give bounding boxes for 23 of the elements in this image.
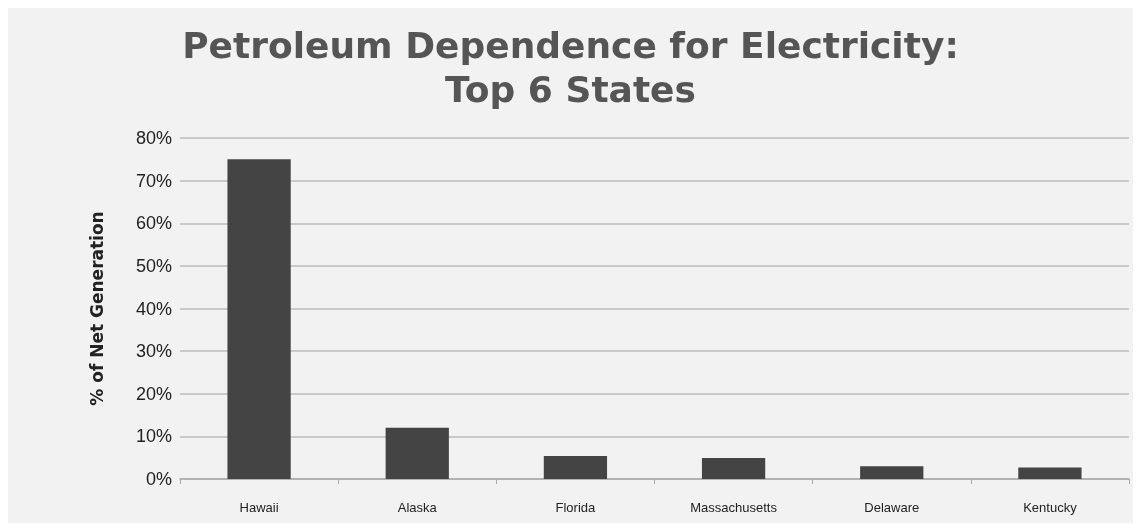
bar [1018, 467, 1082, 479]
y-tick-label: 30% [135, 341, 172, 362]
y-tick-label: 20% [135, 383, 172, 404]
chart-title: Petroleum Dependence for Electricity: Top 6 States [182, 24, 959, 110]
x-tick-label: Florida [555, 500, 597, 515]
y-tick-label: 60% [135, 213, 172, 234]
bar [860, 466, 924, 479]
x-tick-label: Alaska [397, 500, 438, 515]
x-tick-label: Kentucky [1023, 500, 1078, 515]
x-tick-label: Hawaii [239, 500, 279, 515]
y-axis-title: % of Net Generation [86, 211, 107, 406]
y-tick-label: 0% [145, 469, 172, 489]
x-tick-label: Massachusetts [690, 500, 778, 515]
bar [227, 159, 291, 479]
y-tick-label: 80% [135, 128, 172, 148]
x-tick-label: Delaware [864, 500, 920, 515]
bar [543, 455, 608, 479]
y-tick-label: 10% [135, 426, 172, 447]
y-tick-label: 40% [135, 298, 172, 319]
bar [385, 427, 449, 479]
y-tick-label: 50% [135, 255, 172, 276]
y-tick-label: 70% [135, 170, 172, 191]
bar [701, 458, 766, 479]
